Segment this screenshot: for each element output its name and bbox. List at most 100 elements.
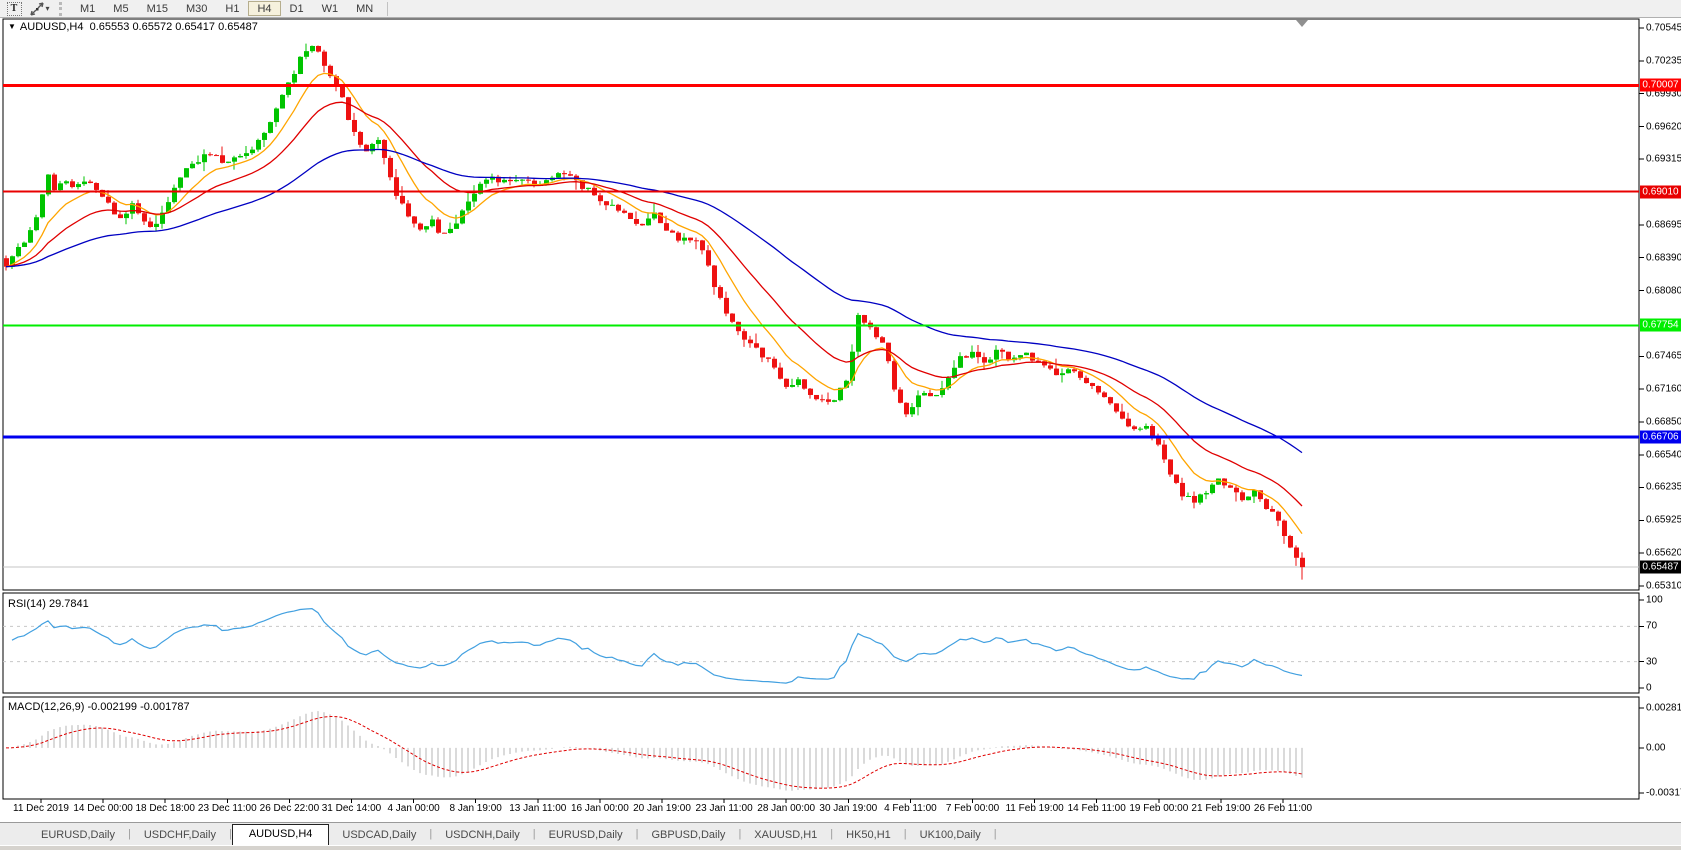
- macd-tick-label: 0.002817: [1646, 702, 1681, 714]
- line-price-label: 0.70007: [1640, 78, 1681, 92]
- price-tick-label: 0.66850: [1646, 416, 1681, 428]
- timeframe-button-m30[interactable]: M30: [177, 1, 216, 16]
- macd-pane[interactable]: [2, 696, 1640, 800]
- chart-tab-5[interactable]: USDCNH,Daily: [445, 829, 520, 841]
- text-tool-button[interactable]: T: [4, 1, 24, 16]
- price-tick-label: 0.66235: [1646, 481, 1681, 493]
- timeframe-button-h1[interactable]: H1: [216, 1, 248, 16]
- price-tick-label: 0.67465: [1646, 350, 1681, 362]
- price-tick-label: 0.65310: [1646, 580, 1681, 592]
- toolbar-separator: [59, 1, 67, 16]
- time-axis-label[interactable]: 14 Dec 00:00: [73, 803, 133, 814]
- timeframe-button-h4[interactable]: H4: [248, 1, 281, 16]
- macd-signal-line: [5, 715, 1303, 789]
- chart-tab-1[interactable]: EURUSD,Daily: [41, 829, 115, 841]
- time-axis-label[interactable]: 23 Jan 11:00: [695, 803, 753, 814]
- tab-divider: |: [429, 827, 433, 840]
- rsi-line: [11, 607, 1303, 684]
- time-axis-label[interactable]: 21 Feb 19:00: [1191, 803, 1251, 814]
- rsi-tick-label: 100: [1646, 594, 1663, 606]
- time-axis-label[interactable]: 20 Jan 19:00: [633, 803, 691, 814]
- chevron-down-icon: ▾: [45, 4, 50, 13]
- pointer-tools-button[interactable]: ▾: [25, 1, 55, 16]
- collapse-triangle-icon[interactable]: ▼: [8, 22, 16, 31]
- tab-divider: |: [127, 827, 131, 840]
- moving-average-line: [5, 72, 1303, 534]
- chart-title: ▼ AUDUSD,H4 0.65553 0.65572 0.65417 0.654…: [8, 21, 258, 33]
- timeframe-button-mn[interactable]: MN: [347, 1, 382, 16]
- rsi-tick-label: 0: [1646, 682, 1652, 694]
- main-chart-pane[interactable]: [2, 18, 1640, 591]
- chart-tab-2[interactable]: USDCHF,Daily: [143, 829, 216, 841]
- time-axis-label[interactable]: 18 Dec 18:00: [135, 803, 195, 814]
- chart-tab-6[interactable]: EURUSD,Daily: [548, 829, 623, 841]
- price-tick-label: 0.70235: [1646, 55, 1681, 67]
- time-axis-label[interactable]: 11 Dec 2019: [13, 803, 69, 814]
- chart-symbol-label: AUDUSD,H4: [19, 21, 84, 33]
- toolbar: T ▾ M1 M5 M15 M30 H1 H4 D1 W1 MN: [0, 0, 1681, 18]
- chart-tab-3[interactable]: AUDUSD,H4: [231, 824, 330, 845]
- price-tick-label: 0.65925: [1646, 514, 1681, 526]
- price-tick-label: 0.67160: [1646, 383, 1681, 395]
- time-axis-label[interactable]: 4 Jan 00:00: [387, 803, 440, 814]
- timeframe-button-m1[interactable]: M1: [71, 1, 104, 16]
- timeframe-button-d1[interactable]: D1: [281, 1, 313, 16]
- time-axis-label[interactable]: 7 Feb 00:00: [945, 803, 1000, 814]
- time-axis-label[interactable]: 23 Dec 11:00: [197, 803, 257, 814]
- macd-tick-label: -0.003179: [1646, 787, 1681, 799]
- chart-tab-8[interactable]: XAUUSD,H1: [754, 829, 818, 841]
- tab-divider: |: [228, 827, 232, 840]
- macd-pane-title: MACD(12,26,9) -0.002199 -0.001787: [8, 701, 190, 713]
- tab-divider: |: [993, 827, 997, 840]
- timeframe-button-m5[interactable]: M5: [104, 1, 137, 16]
- price-tick-label: 0.69930: [1646, 88, 1681, 100]
- tab-divider: |: [830, 827, 834, 840]
- price-tick-label: 0.68390: [1646, 252, 1681, 264]
- time-axis-label[interactable]: 26 Dec 22:00: [259, 803, 320, 814]
- tab-divider: |: [532, 827, 536, 840]
- moving-average-line: [5, 148, 1303, 454]
- time-axis-label[interactable]: 26 Feb 11:00: [1253, 803, 1313, 814]
- time-axis-label[interactable]: 19 Feb 00:00: [1129, 803, 1189, 814]
- time-axis-label[interactable]: 30 Jan 19:00: [819, 803, 878, 814]
- rsi-tick-label: 70: [1646, 620, 1658, 632]
- time-axis-label[interactable]: 28 Jan 00:00: [757, 803, 816, 814]
- moving-average-line: [5, 101, 1303, 507]
- price-tick-label: 0.65620: [1646, 547, 1681, 559]
- line-price-label: 0.67754: [1640, 318, 1681, 332]
- candlesticks: [4, 43, 1305, 580]
- chart-shift-marker-icon[interactable]: [1296, 20, 1308, 27]
- time-axis-label[interactable]: 4 Feb 11:00: [884, 803, 937, 814]
- time-axis-label[interactable]: 13 Jan 11:00: [509, 803, 567, 814]
- time-axis-label[interactable]: 16 Jan 00:00: [570, 803, 629, 814]
- timeframe-button-m15[interactable]: M15: [138, 1, 177, 16]
- rsi-pane[interactable]: [2, 592, 1640, 694]
- price-tick-label: 0.70545: [1646, 22, 1681, 34]
- timeframe-button-w1[interactable]: W1: [313, 1, 348, 16]
- current-price-label: 0.65487: [1640, 560, 1681, 574]
- rsi-pane-title: RSI(14) 29.7841: [8, 598, 89, 610]
- tab-divider: |: [635, 827, 639, 840]
- tab-divider: |: [903, 827, 907, 840]
- time-axis-label[interactable]: 14 Feb 11:00: [1067, 803, 1126, 814]
- chart-tab-7[interactable]: GBPUSD,Daily: [651, 829, 726, 841]
- chart-ohlc-values: 0.65553 0.65572 0.65417 0.65487: [89, 21, 258, 33]
- rsi-tick-label: 30: [1646, 656, 1658, 668]
- price-tick-label: 0.69315: [1646, 153, 1681, 165]
- timeframe-button-group: M1 M5 M15 M30 H1 H4 D1 W1 MN: [71, 1, 382, 16]
- chart-tab-4[interactable]: USDCAD,Daily: [342, 829, 417, 841]
- chart-tab-bar: EURUSD,Daily | USDCHF,Daily | AUDUSD,H4 USDCA…: [0, 822, 1681, 845]
- time-axis-label[interactable]: 8 Jan 19:00: [449, 803, 502, 814]
- macd-histogram: [11, 711, 1303, 791]
- price-tick-label: 0.68695: [1646, 219, 1681, 231]
- price-tick-label: 0.66540: [1646, 449, 1681, 461]
- time-axis-label[interactable]: 11 Feb 19:00: [1005, 803, 1064, 814]
- line-price-label: 0.66706: [1640, 430, 1681, 444]
- time-axis-label[interactable]: 31 Dec 14:00: [321, 803, 382, 814]
- chart-tab-9[interactable]: HK50,H1: [846, 829, 891, 841]
- price-tick-label: 0.69620: [1646, 121, 1681, 133]
- tab-divider: |: [738, 827, 742, 840]
- chart-tab-10[interactable]: UK100,Daily: [919, 829, 981, 841]
